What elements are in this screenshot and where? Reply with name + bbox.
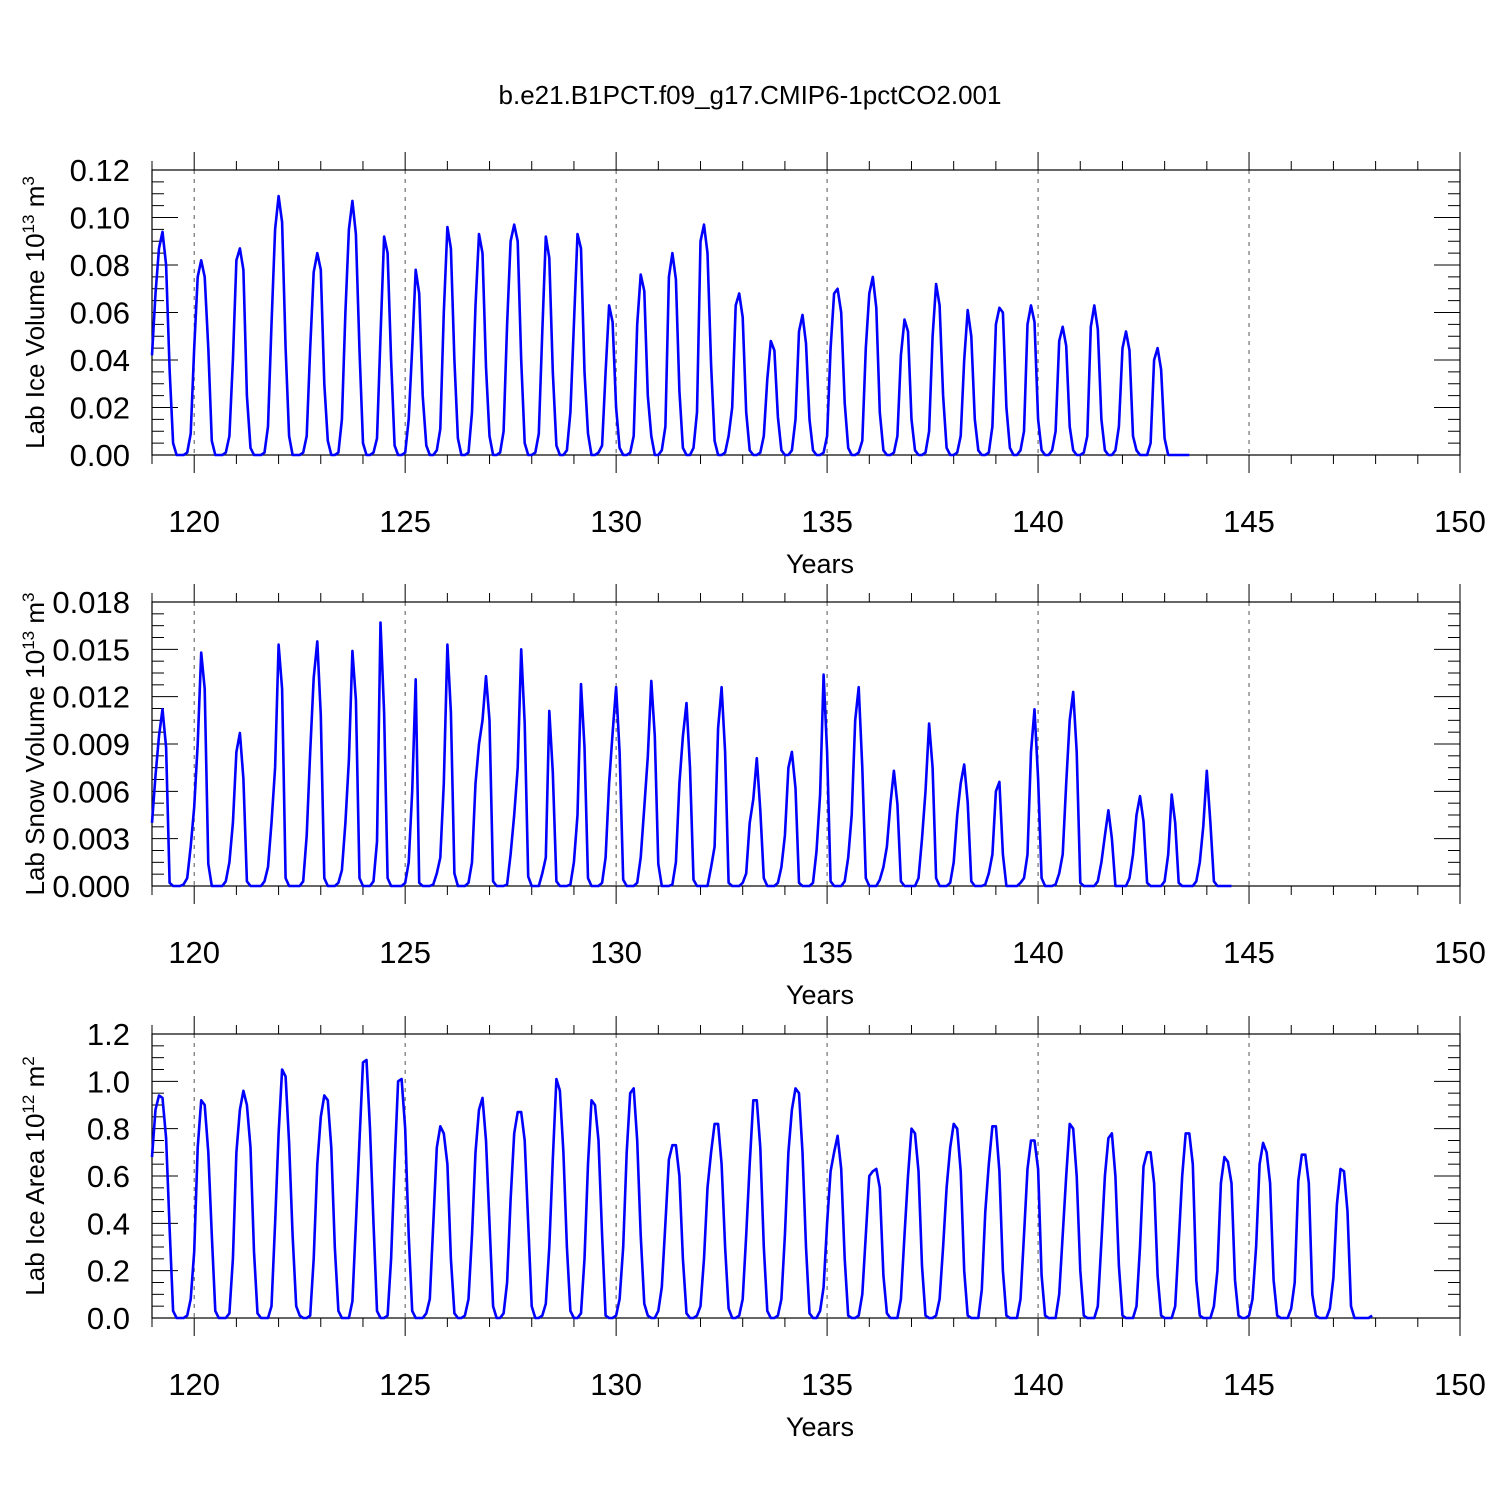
plot-frame	[151, 169, 1461, 456]
x-tick-label: 145	[1223, 1367, 1275, 1402]
series-line	[150, 194, 1190, 457]
x-tick-label: 130	[590, 1367, 642, 1402]
x-tick-label: 125	[379, 1367, 431, 1402]
x-tick-label: 135	[801, 504, 853, 539]
y-tick-label: 0.00	[70, 438, 130, 473]
y-tick-label: 0.2	[87, 1254, 130, 1289]
x-tick-label: 120	[168, 935, 220, 970]
y-tick-label: 1.0	[87, 1064, 130, 1099]
x-tick-label: 150	[1434, 504, 1486, 539]
x-tick-label: 135	[801, 1367, 853, 1402]
y-tick-label: 0.003	[52, 822, 130, 857]
y-tick-label: 0.009	[52, 727, 130, 762]
y-tick-label: 0.4	[87, 1206, 130, 1241]
x-tick-label: 125	[379, 504, 431, 539]
series-line	[150, 621, 1232, 888]
x-axis-label: Years	[786, 980, 854, 1010]
y-tick-label: 0.000	[52, 869, 130, 904]
y-tick-label: 0.04	[70, 343, 130, 378]
y-tick-label: 0.08	[70, 248, 130, 283]
x-tick-label: 130	[590, 935, 642, 970]
y-axis-label: Lab Snow Volume 1013 m3	[19, 592, 50, 895]
x-tick-label: 150	[1434, 1367, 1486, 1402]
x-axis-label: Years	[786, 549, 854, 579]
x-tick-label: 125	[379, 935, 431, 970]
y-tick-label: 0.015	[52, 632, 130, 667]
x-tick-label: 120	[168, 1367, 220, 1402]
y-tick-label: 0.06	[70, 296, 130, 331]
x-tick-label: 130	[590, 504, 642, 539]
y-tick-label: 0.10	[70, 201, 130, 236]
plot-frame	[151, 1033, 1461, 1319]
x-axis-label: Years	[786, 1412, 854, 1442]
series-line	[150, 1058, 1373, 1320]
y-tick-label: 0.0	[87, 1301, 130, 1336]
y-axis-label: Lab Ice Volume 1013 m3	[19, 176, 50, 449]
y-tick-label: 0.012	[52, 680, 130, 715]
page-title: b.e21.B1PCT.f09_g17.CMIP6-1pctCO2.001	[498, 80, 1002, 110]
y-tick-label: 0.8	[87, 1112, 130, 1147]
x-tick-label: 120	[168, 504, 220, 539]
chart-panel-1: 0.00 0.02 0.04 0.06 0.08 0.10 0.12 120 125 130 135…	[19, 152, 1486, 579]
x-tick-label: 145	[1223, 504, 1275, 539]
y-tick-label: 0.6	[87, 1159, 130, 1194]
x-tick-label: 145	[1223, 935, 1275, 970]
chart-panel-3: 0.0 0.2 0.4 0.6 0.8 1.0 1.2 120 125 130 135 140 145 1…	[19, 1016, 1486, 1442]
y-tick-label: 0.006	[52, 774, 130, 809]
x-tick-label: 135	[801, 935, 853, 970]
x-tick-label: 140	[1012, 1367, 1064, 1402]
y-tick-label: 0.02	[70, 391, 130, 426]
x-tick-label: 140	[1012, 935, 1064, 970]
y-tick-label: 0.018	[52, 585, 130, 620]
y-tick-label: 1.2	[87, 1017, 130, 1052]
x-tick-label: 150	[1434, 935, 1486, 970]
x-tick-label: 140	[1012, 504, 1064, 539]
y-tick-label: 0.12	[70, 153, 130, 188]
chart-panel-2: 0.000 0.003 0.006 0.009 0.012 0.015 0.018 120 12…	[19, 584, 1486, 1010]
y-axis-label: Lab Ice Area 1012 m2	[19, 1056, 50, 1295]
